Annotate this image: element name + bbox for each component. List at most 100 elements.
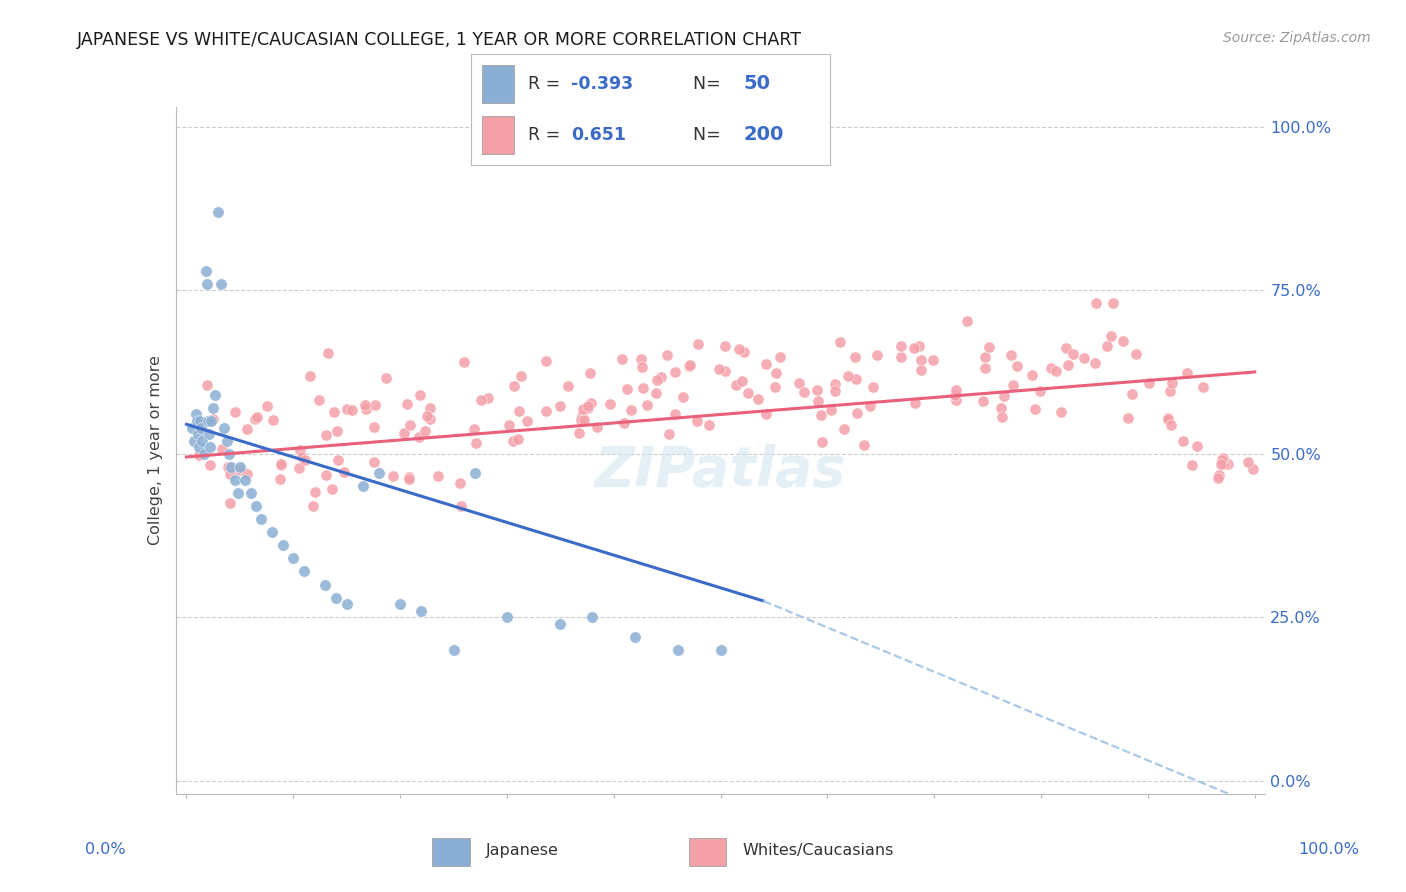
Point — [645, 373, 668, 387]
Point — [620, 403, 643, 417]
Point — [207, 204, 229, 219]
Point — [1208, 468, 1230, 483]
Point — [509, 369, 531, 384]
Point — [650, 370, 672, 384]
Point — [413, 424, 436, 438]
Text: R =: R = — [529, 75, 567, 93]
Point — [260, 525, 283, 540]
Point — [631, 380, 654, 394]
Point — [235, 422, 257, 436]
Point — [188, 440, 211, 454]
Point — [416, 409, 439, 423]
Point — [820, 403, 842, 417]
Point — [204, 388, 226, 402]
Point — [943, 387, 966, 401]
Point — [463, 422, 485, 436]
Point — [571, 409, 593, 423]
Point — [737, 385, 759, 400]
Point — [363, 455, 385, 469]
Point — [218, 467, 240, 481]
Point — [807, 394, 830, 409]
Y-axis label: College, 1 year or more: College, 1 year or more — [148, 356, 163, 545]
Point — [990, 401, 1012, 416]
Point — [1181, 458, 1204, 473]
Point — [211, 442, 233, 456]
Point — [336, 401, 359, 416]
Point — [292, 565, 315, 579]
Point — [844, 350, 866, 364]
Point — [363, 398, 385, 412]
Point — [728, 343, 751, 357]
Point — [353, 398, 375, 412]
Point — [624, 630, 647, 644]
Point — [218, 496, 240, 510]
Point — [569, 413, 592, 427]
Point — [470, 393, 492, 408]
Point — [398, 469, 420, 483]
Point — [945, 392, 967, 407]
Point — [787, 376, 810, 391]
Point — [1099, 328, 1122, 343]
Point — [1171, 434, 1194, 449]
Point — [283, 551, 305, 566]
Point — [1191, 380, 1213, 394]
Point — [845, 406, 868, 420]
Point — [769, 351, 792, 365]
Point — [288, 460, 311, 475]
Point — [1125, 347, 1147, 361]
Point — [496, 610, 519, 624]
Point — [236, 467, 259, 481]
FancyBboxPatch shape — [482, 116, 515, 154]
Point — [1211, 457, 1233, 471]
Point — [193, 447, 215, 461]
Point — [326, 425, 349, 439]
Point — [1045, 364, 1067, 378]
Point — [183, 434, 205, 448]
Point — [910, 353, 932, 368]
Point — [186, 414, 208, 428]
Point — [354, 402, 377, 417]
Point — [890, 339, 912, 353]
Point — [824, 384, 846, 398]
Point — [290, 442, 312, 457]
Point — [1156, 410, 1178, 425]
Point — [508, 433, 530, 447]
Point — [903, 341, 925, 355]
Point — [209, 277, 232, 291]
Point — [903, 396, 925, 410]
Point — [1116, 410, 1139, 425]
Point — [581, 396, 603, 410]
Point — [363, 420, 385, 434]
Point — [697, 418, 720, 433]
Point — [866, 348, 889, 362]
Point — [212, 420, 235, 434]
Point — [1101, 296, 1123, 310]
Point — [806, 383, 828, 397]
Text: Japanese: Japanese — [486, 844, 558, 858]
Point — [333, 466, 356, 480]
Point — [572, 413, 595, 427]
Point — [1095, 339, 1118, 353]
Text: 100.0%: 100.0% — [1298, 842, 1360, 856]
Point — [221, 459, 243, 474]
Point — [548, 399, 571, 413]
Point — [315, 428, 337, 442]
Point — [793, 385, 815, 400]
Text: -0.393: -0.393 — [571, 75, 634, 93]
Point — [201, 411, 224, 425]
Point — [1212, 450, 1234, 465]
Point — [645, 385, 668, 400]
Point — [316, 345, 339, 359]
Point — [200, 414, 222, 428]
Point — [578, 401, 600, 415]
Point — [534, 353, 557, 368]
Point — [581, 610, 603, 624]
FancyBboxPatch shape — [433, 838, 470, 866]
Point — [503, 379, 526, 393]
Point — [763, 380, 786, 394]
Point — [585, 420, 607, 434]
Point — [187, 427, 209, 442]
Point — [477, 391, 499, 405]
Point — [352, 479, 374, 493]
Point — [599, 397, 621, 411]
